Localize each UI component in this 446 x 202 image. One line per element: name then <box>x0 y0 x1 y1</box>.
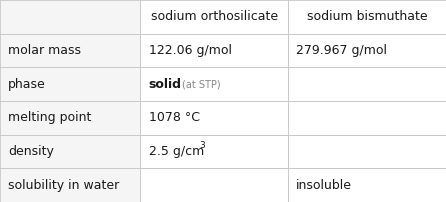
Text: molar mass: molar mass <box>8 44 81 57</box>
Bar <box>0 168 140 202</box>
Text: sodium bismuthate: sodium bismuthate <box>306 10 427 23</box>
Text: solid: solid <box>149 78 182 91</box>
Bar <box>0 0 140 34</box>
Bar <box>140 101 288 135</box>
Text: 279.967 g/mol: 279.967 g/mol <box>296 44 387 57</box>
Bar <box>0 67 140 101</box>
Bar <box>288 0 446 34</box>
Text: 2.5 g/cm: 2.5 g/cm <box>149 145 204 158</box>
Bar <box>140 168 288 202</box>
Bar <box>288 135 446 168</box>
Bar <box>140 34 288 67</box>
Bar <box>288 67 446 101</box>
Bar <box>288 168 446 202</box>
Text: (at STP): (at STP) <box>182 79 221 89</box>
Text: density: density <box>8 145 54 158</box>
Text: melting point: melting point <box>8 111 91 124</box>
Text: phase: phase <box>8 78 46 91</box>
Bar <box>0 101 140 135</box>
Text: insoluble: insoluble <box>296 179 352 192</box>
Bar <box>140 67 288 101</box>
Text: 1078 °C: 1078 °C <box>149 111 199 124</box>
Text: 3: 3 <box>199 141 205 150</box>
Bar <box>288 101 446 135</box>
Text: solubility in water: solubility in water <box>8 179 119 192</box>
Bar <box>140 0 288 34</box>
Bar <box>140 135 288 168</box>
Text: sodium orthosilicate: sodium orthosilicate <box>150 10 278 23</box>
Bar <box>0 135 140 168</box>
Bar <box>0 34 140 67</box>
Text: 122.06 g/mol: 122.06 g/mol <box>149 44 231 57</box>
Bar <box>288 34 446 67</box>
